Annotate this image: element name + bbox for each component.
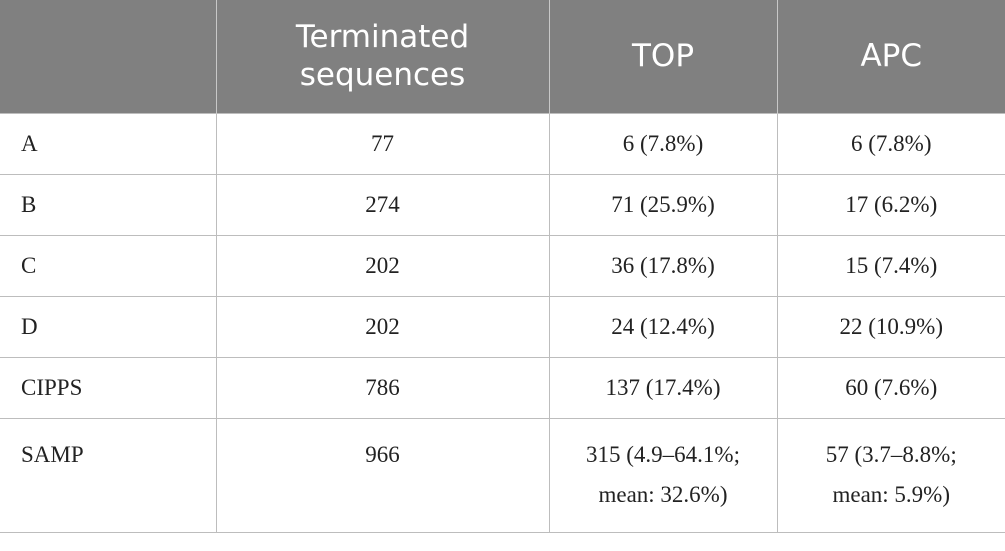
apc-cell-line2: mean: 5.9%) [832, 481, 950, 507]
terminated-cell: 202 [215, 234, 549, 296]
top-cell-line2: mean: 32.6%) [598, 481, 728, 507]
apc-cell: 57 (3.7–8.8%; mean: 5.9%) [776, 417, 1005, 533]
apc-cell: 6 (7.8%) [776, 112, 1005, 174]
terminated-cell: 202 [215, 295, 549, 357]
top-cell: 137 (17.4%) [548, 356, 777, 418]
apc-cell: 17 (6.2%) [776, 173, 1005, 235]
apc-cell: 60 (7.6%) [776, 356, 1005, 418]
row-label-cell: B [0, 173, 216, 235]
header-top: TOP [548, 0, 777, 113]
table-row: D 202 24 (12.4%) 22 (10.9%) [0, 295, 1005, 357]
apc-cell: 22 (10.9%) [776, 295, 1005, 357]
header-blank-cell [0, 0, 216, 113]
row-label-cell: D [0, 295, 216, 357]
row-label-cell: SAMP [0, 417, 216, 533]
apc-cell: 15 (7.4%) [776, 234, 1005, 296]
terminated-cell: 966 [215, 417, 549, 533]
table-row: C 202 36 (17.8%) 15 (7.4%) [0, 234, 1005, 296]
header-terminated-line2: sequences [299, 57, 466, 94]
top-cell: 6 (7.8%) [548, 112, 777, 174]
terminated-cell: 274 [215, 173, 549, 235]
top-cell-line1: 315 (4.9–64.1%; [586, 441, 740, 467]
table-body: A 77 6 (7.8%) 6 (7.8%) B 274 71 (25.9%) … [0, 112, 1005, 533]
top-cell: 315 (4.9–64.1%; mean: 32.6%) [548, 417, 777, 533]
table-header: Terminated sequences TOP APC [0, 0, 1005, 113]
table-row: A 77 6 (7.8%) 6 (7.8%) [0, 112, 1005, 174]
header-row: Terminated sequences TOP APC [0, 0, 1005, 113]
header-apc: APC [776, 0, 1005, 113]
top-cell: 24 (12.4%) [548, 295, 777, 357]
row-label-cell: A [0, 112, 216, 174]
table-row: SAMP 966 315 (4.9–64.1%; mean: 32.6%) 57… [0, 417, 1005, 533]
header-terminated-sequences: Terminated sequences [215, 0, 549, 113]
results-table: Terminated sequences TOP APC A 77 6 (7.8… [0, 0, 1005, 533]
top-cell: 71 (25.9%) [548, 173, 777, 235]
apc-cell-line1: 57 (3.7–8.8%; [825, 441, 957, 467]
terminated-cell: 77 [215, 112, 549, 174]
row-label-cell: C [0, 234, 216, 296]
header-terminated-line1: Terminated [295, 19, 470, 56]
table-row: CIPPS 786 137 (17.4%) 60 (7.6%) [0, 356, 1005, 418]
table-row: B 274 71 (25.9%) 17 (6.2%) [0, 173, 1005, 235]
top-cell: 36 (17.8%) [548, 234, 777, 296]
terminated-cell: 786 [215, 356, 549, 418]
row-label-cell: CIPPS [0, 356, 216, 418]
